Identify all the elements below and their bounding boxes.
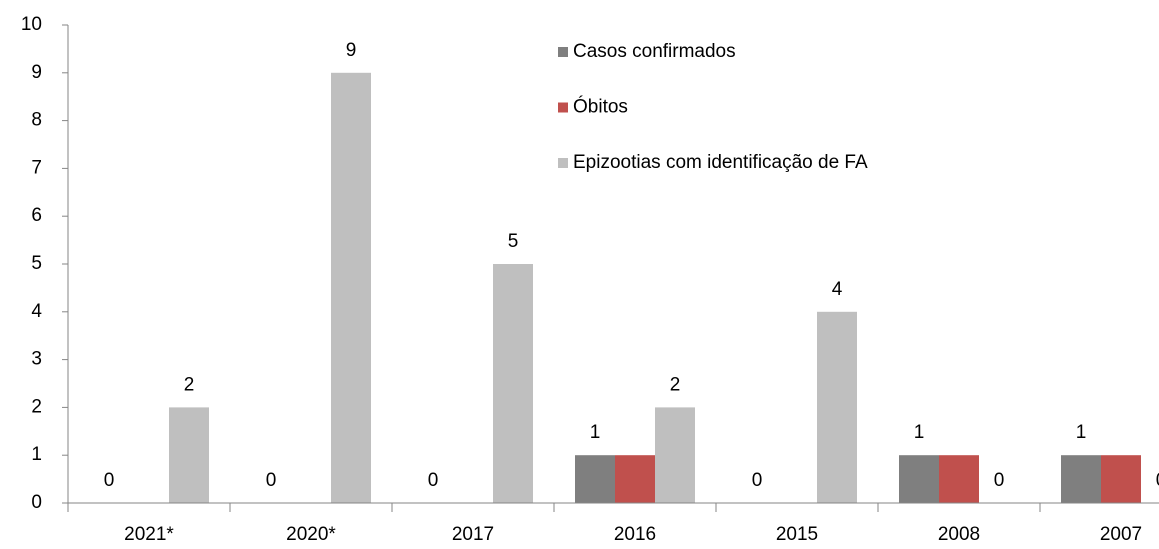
data-label: 9 bbox=[346, 40, 357, 61]
y-tick-label: 2 bbox=[31, 396, 42, 417]
data-label: 0 bbox=[428, 470, 439, 491]
y-tick-label: 10 bbox=[21, 14, 42, 35]
x-tick-label: 2007 bbox=[1100, 524, 1142, 545]
y-tick-label: 0 bbox=[31, 492, 42, 513]
bar bbox=[899, 455, 939, 503]
data-label: 0 bbox=[104, 470, 115, 491]
x-tick-label: 2016 bbox=[614, 524, 656, 545]
y-tick-label: 3 bbox=[31, 349, 42, 370]
data-label: 4 bbox=[832, 279, 843, 300]
data-label: 0 bbox=[994, 470, 1005, 491]
x-tick-label: 2008 bbox=[938, 524, 980, 545]
data-label: 0 bbox=[752, 470, 763, 491]
bar bbox=[493, 264, 533, 503]
bar bbox=[1061, 455, 1101, 503]
data-label: 1 bbox=[1076, 422, 1087, 443]
bar bbox=[575, 455, 615, 503]
legend-swatch bbox=[558, 102, 568, 113]
x-tick-label: 2020* bbox=[286, 524, 336, 545]
y-tick-label: 9 bbox=[31, 62, 42, 83]
bar bbox=[1101, 455, 1141, 503]
legend-swatch bbox=[558, 47, 568, 57]
data-label: 1 bbox=[590, 422, 601, 443]
y-tick-label: 8 bbox=[31, 110, 42, 131]
bar bbox=[939, 455, 979, 503]
bar bbox=[331, 72, 371, 504]
bar bbox=[615, 455, 655, 503]
data-label: 1 bbox=[914, 422, 925, 443]
data-label: 2 bbox=[184, 374, 195, 395]
y-tick-label: 5 bbox=[31, 253, 42, 274]
data-label: 0 bbox=[266, 470, 277, 491]
bar bbox=[655, 407, 695, 503]
x-tick-label: 2017 bbox=[452, 524, 494, 545]
legend-swatch bbox=[558, 158, 568, 168]
y-tick-label: 6 bbox=[31, 205, 42, 226]
y-tick-label: 1 bbox=[31, 444, 42, 465]
legend-label: Casos confirmados bbox=[573, 41, 736, 62]
data-label: 2 bbox=[670, 374, 681, 395]
legend-label: Óbitos bbox=[573, 96, 628, 118]
data-label: 5 bbox=[508, 231, 519, 252]
data-label: 0 bbox=[1156, 470, 1159, 491]
y-tick-label: 4 bbox=[31, 301, 42, 322]
y-tick-label: 7 bbox=[31, 157, 42, 178]
x-tick-label: 2015 bbox=[776, 524, 818, 545]
x-tick-label: 2021* bbox=[124, 524, 174, 545]
legend-label: Epizootias com identificação de FA bbox=[573, 152, 868, 173]
bar bbox=[169, 407, 209, 503]
bar bbox=[817, 311, 857, 503]
